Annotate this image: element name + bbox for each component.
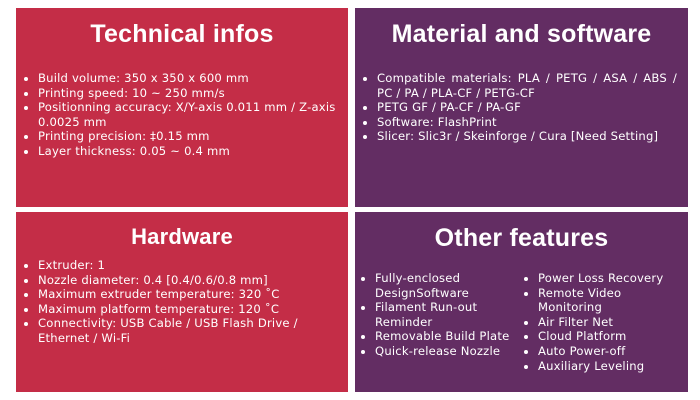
list-item: Software: FlashPrint bbox=[377, 115, 677, 130]
list-item: Positionning accuracy: X/Y-axis 0.011 mm… bbox=[38, 100, 338, 129]
technical-infos-panel: Technical infos Build volume: 350 x 350 … bbox=[16, 8, 348, 207]
list-item: Air Filter Net bbox=[538, 315, 688, 330]
list-item: Connectivity: USB Cable / USB Flash Driv… bbox=[38, 316, 338, 345]
list-item: Power Loss Recovery bbox=[538, 271, 688, 286]
other-features-title: Other features bbox=[434, 224, 609, 252]
list-item: Layer thickness: 0.05 ~ 0.4 mm bbox=[38, 144, 338, 159]
technical-infos-title: Technical infos bbox=[90, 20, 274, 48]
material-software-title: Material and software bbox=[391, 20, 652, 48]
other-features-panel: Other features Fully-enclosed DesignSoft… bbox=[355, 212, 688, 392]
list-item: Fully-enclosed DesignSoftware bbox=[375, 271, 520, 300]
hardware-title: Hardware bbox=[131, 224, 233, 249]
list-item: Extruder: 1 bbox=[38, 258, 338, 273]
technical-list: Build volume: 350 x 350 x 600 mm Printin… bbox=[16, 71, 338, 159]
list-item: Slicer: Slic3r / Skeinforge / Cura [Need… bbox=[377, 129, 677, 144]
list-item: Filament Run-out Reminder bbox=[375, 300, 520, 329]
list-item: PETG GF / PA-CF / PA-GF bbox=[377, 100, 677, 115]
list-item: Printing speed: 10 ~ 250 mm/s bbox=[38, 86, 338, 101]
list-item: Cloud Platform bbox=[538, 329, 688, 344]
features-list-2: Power Loss Recovery Remote Video Monitor… bbox=[520, 271, 688, 373]
list-item: Printing precision: ‡0.15 mm bbox=[38, 129, 338, 144]
hardware-list: Extruder: 1 Nozzle diameter: 0.4 [0.4/0.… bbox=[16, 258, 338, 346]
material-list: Compatible materials: PLA / PETG / ASA /… bbox=[355, 71, 677, 144]
list-item: Nozzle diameter: 0.4 [0.4/0.6/0.8 mm] bbox=[38, 273, 338, 288]
list-item: Auto Power-off bbox=[538, 344, 688, 359]
hardware-panel: Hardware Extruder: 1 Nozzle diameter: 0.… bbox=[16, 212, 348, 392]
material-software-panel: Material and software Compatible materia… bbox=[355, 8, 688, 207]
list-item: Quick-release Nozzle bbox=[375, 344, 520, 359]
list-item: Build volume: 350 x 350 x 600 mm bbox=[38, 71, 338, 86]
list-item: Removable Build Plate bbox=[375, 329, 520, 344]
list-item: Maximum extruder temperature: 320 ˚C bbox=[38, 287, 338, 302]
list-item: Maximum platform temperature: 120 ˚C bbox=[38, 302, 338, 317]
list-item: Remote Video Monitoring bbox=[538, 286, 688, 315]
list-item: Auxiliary Leveling bbox=[538, 359, 688, 374]
list-item: Compatible materials: PLA / PETG / ASA /… bbox=[377, 71, 677, 100]
features-columns: Fully-enclosed DesignSoftware Filament R… bbox=[355, 271, 688, 373]
features-list-1: Fully-enclosed DesignSoftware Filament R… bbox=[355, 271, 520, 373]
